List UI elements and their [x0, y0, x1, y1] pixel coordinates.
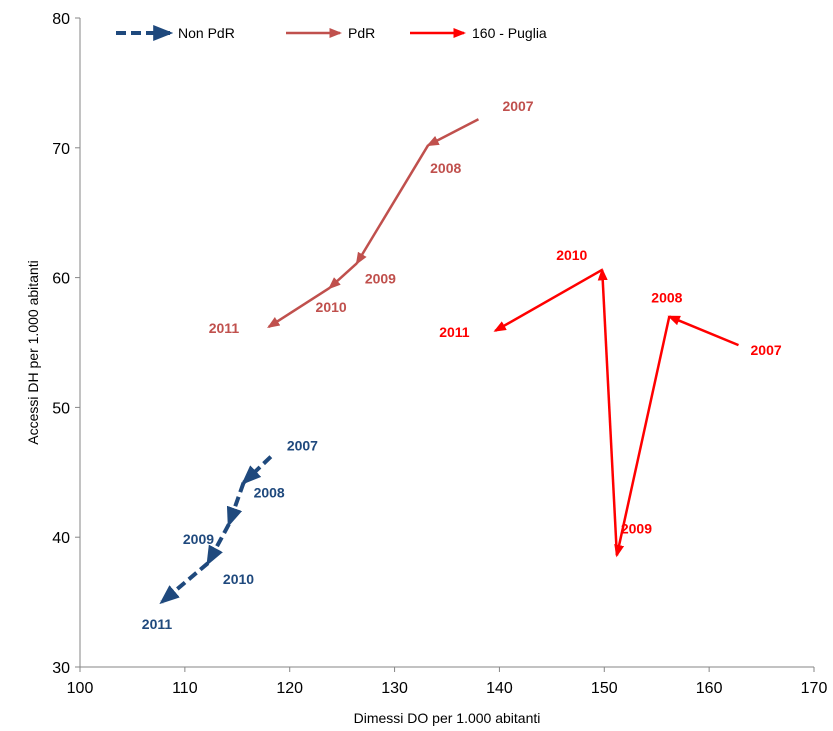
year-label-160-puglia-2011: 2011: [439, 324, 470, 340]
series-pdr: [267, 118, 480, 329]
legend-item-pdr: PdR: [286, 25, 375, 41]
year-label-pdr-2007: 2007: [502, 98, 533, 114]
year-label-160-puglia-2007: 2007: [751, 342, 782, 358]
segment-non-pdr-2010-2011: [159, 561, 210, 605]
segment-pdr-2010-2011: [267, 286, 331, 329]
year-label-non-pdr-2008: 2008: [254, 485, 285, 501]
legend-label: Non PdR: [178, 25, 235, 41]
segment-non-pdr-2008-2009: [226, 482, 246, 528]
legend-item-160-puglia: 160 - Puglia: [410, 25, 547, 41]
segment-pdr-2008-2009: [355, 144, 430, 266]
x-tick-label: 140: [486, 680, 513, 697]
segment-160-puglia-2010-2011: [493, 268, 603, 332]
segment-non-pdr-2007-2008: [241, 455, 273, 485]
year-label-160-puglia-2008: 2008: [651, 290, 682, 306]
year-label-pdr-2009: 2009: [365, 270, 396, 286]
axes: 100 110 120 130 140 150 160 170 30 40 50 60 70 80 Dime…: [25, 11, 827, 726]
y-tick-label: 50: [52, 400, 70, 417]
series-layer: [159, 118, 739, 605]
x-tick-label: 100: [67, 680, 94, 697]
year-label-non-pdr-2011: 2011: [142, 616, 173, 632]
x-tick-label: 160: [696, 680, 723, 697]
year-label-non-pdr-2007: 2007: [287, 438, 318, 454]
year-label-non-pdr-2010: 2010: [223, 571, 254, 587]
year-label-pdr-2008: 2008: [430, 160, 461, 176]
legend-label: PdR: [348, 25, 375, 41]
year-label-160-puglia-2009: 2009: [621, 520, 652, 536]
y-tick-label: 30: [52, 660, 70, 677]
segment-non-pdr-2009-2010: [206, 523, 231, 566]
x-tick-label: 170: [801, 680, 828, 697]
series-160-puglia: [493, 267, 739, 558]
segment-pdr-2007-2008: [426, 118, 480, 147]
x-tick-label: 120: [276, 680, 303, 697]
x-axis-title: Dimessi DO per 1.000 abitanti: [354, 710, 541, 726]
x-tick-label: 130: [381, 680, 408, 697]
year-label-pdr-2011: 2011: [209, 320, 240, 336]
segment-160-puglia-2007-2008: [667, 315, 739, 347]
y-tick-label: 80: [52, 11, 70, 28]
year-label-pdr-2010: 2010: [316, 299, 347, 315]
year-label-160-puglia-2010: 2010: [556, 247, 587, 263]
legend-item-non-pdr: Non PdR: [116, 25, 235, 41]
y-tick-label: 60: [52, 271, 70, 288]
x-tick-label: 110: [172, 680, 198, 697]
segment-160-puglia-2008-2009: [614, 316, 671, 558]
legend-label: 160 - Puglia: [472, 25, 547, 41]
year-labels: 2007 2008 2009 2010 2011 2007 2008 2009 2010 2011…: [142, 98, 782, 632]
x-tick-label: 150: [591, 680, 618, 697]
y-tick-label: 70: [52, 141, 70, 158]
y-axis-title: Accessi DH per 1.000 abitanti: [25, 260, 41, 444]
legend: Non PdR PdR 160 - Puglia: [116, 25, 547, 41]
series-non-pdr: [159, 455, 273, 605]
segment-pdr-2009-2010: [328, 262, 358, 290]
y-tick-label: 40: [52, 530, 70, 547]
year-label-non-pdr-2009: 2009: [183, 531, 214, 547]
segment-160-puglia-2009-2010: [597, 267, 619, 556]
